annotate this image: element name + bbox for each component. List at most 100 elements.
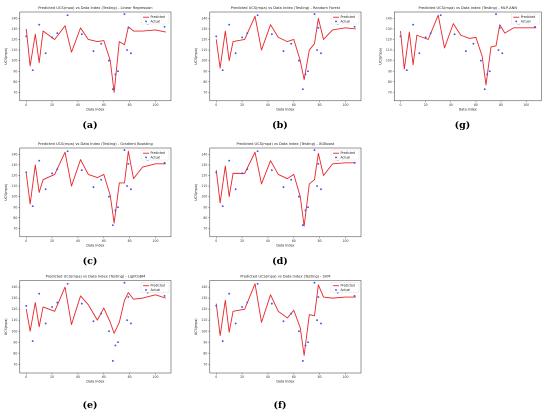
x-tick-label: 80 bbox=[499, 103, 503, 107]
y-tick-label: 70 bbox=[13, 90, 17, 94]
panel-label: (f) bbox=[273, 400, 286, 411]
panel-label: (d) bbox=[272, 256, 288, 267]
y-tick-label: 130 bbox=[201, 27, 207, 31]
plot-frame bbox=[209, 11, 362, 102]
x-tick-label: 40 bbox=[76, 103, 80, 107]
panel-label: (c) bbox=[83, 256, 98, 267]
x-tick-label: 60 bbox=[292, 239, 296, 243]
legend-predicted-label: Predicted bbox=[151, 151, 166, 155]
y-tick-label: 100 bbox=[11, 329, 17, 333]
actual-point bbox=[241, 36, 244, 39]
actual-point bbox=[111, 88, 114, 91]
predicted-series-line bbox=[25, 25, 166, 93]
actual-point bbox=[497, 49, 500, 52]
predicted-series-line bbox=[400, 14, 537, 86]
legend-box bbox=[330, 149, 360, 161]
actual-point bbox=[424, 36, 427, 39]
y-tick-label: 140 bbox=[386, 16, 392, 20]
actual-point bbox=[114, 344, 117, 347]
chart-title: Predicted UCS(mpa) vs Data Index (Testin… bbox=[240, 275, 330, 279]
actual-point bbox=[301, 88, 304, 91]
y-tick-label: 110 bbox=[11, 318, 17, 322]
legend-predicted-label: Predicted bbox=[341, 284, 356, 288]
actual-point bbox=[228, 23, 231, 26]
legend-actual-label: Actual bbox=[341, 155, 351, 159]
y-tick-label: 110 bbox=[386, 48, 392, 52]
actual-point bbox=[498, 26, 501, 29]
x-axis-label: Data Index bbox=[276, 243, 294, 247]
y-tick-label: 80 bbox=[13, 80, 17, 84]
y-tick-label: 140 bbox=[11, 152, 17, 156]
x-tick-label: 0 bbox=[25, 103, 27, 107]
actual-point bbox=[117, 206, 119, 209]
actual-point bbox=[66, 14, 69, 17]
actual-point bbox=[38, 292, 41, 295]
legend-actual-swatch bbox=[335, 20, 337, 23]
panel-label: (g) bbox=[455, 120, 471, 131]
y-tick-label: 110 bbox=[201, 184, 207, 188]
predicted-series-line bbox=[215, 283, 356, 356]
actual-point bbox=[126, 319, 129, 322]
actual-point bbox=[221, 205, 224, 208]
x-axis-label: Data Index bbox=[459, 107, 477, 111]
actual-point bbox=[117, 70, 119, 73]
legend-box bbox=[330, 282, 360, 293]
actual-point bbox=[282, 50, 285, 53]
x-tick-label: 20 bbox=[240, 103, 244, 107]
chart-title: Predicted UCS(mpa) vs Data Index (Testin… bbox=[418, 6, 517, 10]
chart-panel-1: Predicted UCS(mpa) vs Data Index (Testin… bbox=[4, 6, 172, 131]
y-tick-label: 70 bbox=[13, 362, 17, 366]
y-tick-label: 130 bbox=[201, 163, 207, 167]
chart-title: Predicted UCS(mpa) vs Data Index (Testin… bbox=[38, 142, 153, 146]
legend-predicted-label: Predicted bbox=[151, 284, 166, 288]
y-tick-label: 80 bbox=[203, 351, 207, 355]
x-tick-label: 60 bbox=[292, 375, 296, 379]
actual-point bbox=[412, 23, 415, 26]
chart-panel-2: Predicted UCS(mpa) vs Data Index (Testin… bbox=[194, 6, 362, 131]
legend-actual-label: Actual bbox=[151, 288, 161, 292]
x-tick-label: 20 bbox=[240, 375, 244, 379]
actual-point bbox=[228, 159, 231, 162]
actual-point bbox=[439, 14, 442, 17]
plot-frame bbox=[19, 11, 172, 102]
y-tick-label: 110 bbox=[11, 48, 17, 52]
actual-point bbox=[56, 32, 59, 35]
actual-point bbox=[319, 188, 322, 191]
x-tick-label: 40 bbox=[76, 375, 80, 379]
chart-panel-5: Predicted UCS(mpa) vs Data Index (Testin… bbox=[194, 142, 362, 267]
y-tick-label: 130 bbox=[386, 27, 392, 31]
plot-frame bbox=[209, 280, 362, 374]
actual-point bbox=[304, 344, 307, 347]
y-tick-label: 130 bbox=[11, 27, 17, 31]
y-tick-label: 120 bbox=[11, 38, 17, 42]
x-tick-label: 60 bbox=[292, 103, 296, 107]
x-tick-label: 20 bbox=[424, 103, 428, 107]
legend-actual-swatch bbox=[145, 156, 147, 159]
actual-point bbox=[129, 322, 132, 325]
x-tick-label: 40 bbox=[266, 375, 270, 379]
actual-point bbox=[51, 36, 54, 39]
x-tick-label: 0 bbox=[25, 239, 27, 243]
legend-actual-label: Actual bbox=[341, 19, 351, 23]
y-tick-label: 90 bbox=[203, 340, 207, 344]
actual-point bbox=[353, 294, 356, 297]
actual-point bbox=[317, 162, 320, 165]
actual-point bbox=[25, 171, 28, 174]
actual-point bbox=[234, 52, 237, 55]
actual-point bbox=[92, 50, 95, 53]
actual-point bbox=[100, 312, 103, 315]
actual-point bbox=[66, 150, 69, 153]
actual-point bbox=[270, 33, 273, 36]
y-tick-label: 140 bbox=[11, 16, 17, 20]
x-tick-label: 100 bbox=[343, 103, 349, 107]
legend-box bbox=[330, 13, 360, 25]
actual-point bbox=[256, 14, 259, 17]
y-tick-label: 120 bbox=[11, 307, 17, 311]
actual-point bbox=[100, 42, 103, 45]
actual-point bbox=[25, 304, 28, 307]
actual-point bbox=[127, 162, 130, 165]
y-axis-label: UCS(mpa) bbox=[4, 48, 8, 65]
actual-point bbox=[80, 169, 83, 172]
actual-point bbox=[241, 172, 244, 175]
legend-box bbox=[140, 13, 170, 25]
